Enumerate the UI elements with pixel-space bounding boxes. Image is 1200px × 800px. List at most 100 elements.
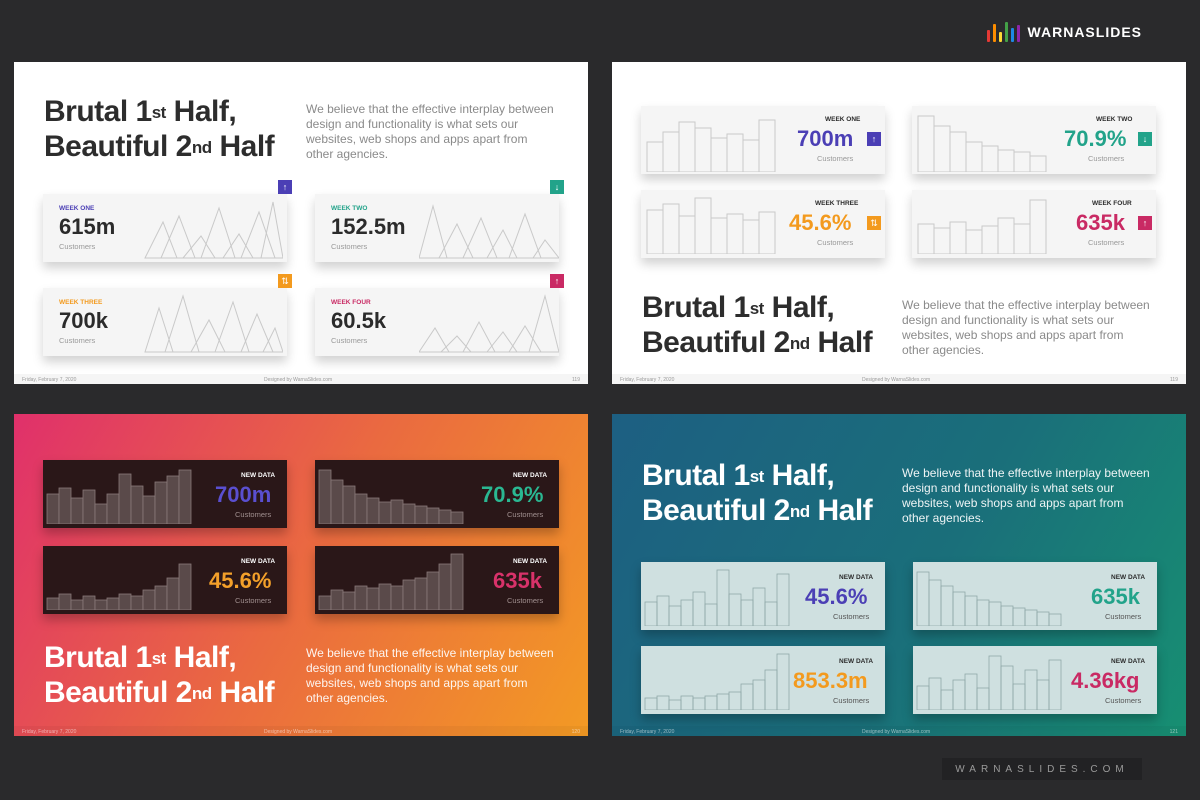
- arrow-down-icon[interactable]: ↓: [550, 180, 564, 194]
- card-value: 700k: [59, 308, 108, 333]
- card-label: NEW DATA: [1111, 658, 1146, 665]
- footer-credit: Designed by WarnaSlides.com: [862, 377, 931, 383]
- slide-2[interactable]: WEEK ONE 700m Customers ↑ WEEK TWO 70.9%…: [612, 62, 1186, 384]
- card-label: WEEK FOUR: [331, 299, 371, 306]
- bar-chart: [318, 553, 464, 610]
- card-sub: Customers: [59, 242, 96, 251]
- stat-card-new-data-1: NEW DATA 700m Customers: [43, 460, 287, 528]
- card-value: 45.6%: [805, 584, 868, 609]
- spike-chart: [419, 204, 559, 259]
- slide-title: Brutal 1st Half, Beautiful 2nd Half: [642, 291, 873, 359]
- brand-name: WARNASLIDES: [1027, 24, 1142, 40]
- card-value: 45.6%: [209, 568, 272, 593]
- slide-description: We believe that the effective interplay …: [902, 298, 1150, 357]
- card-value: 70.9%: [481, 482, 544, 507]
- slide-3[interactable]: NEW DATA 700m Customers NEW DATA 70.9% C…: [14, 414, 588, 736]
- card-value: 70.9%: [1064, 126, 1127, 151]
- slide-footer: [14, 374, 588, 384]
- card-value: 853.3m: [793, 668, 868, 693]
- card-label: NEW DATA: [839, 574, 874, 581]
- card-label: WEEK THREE: [815, 200, 859, 207]
- slide-footer: [612, 374, 1186, 384]
- card-sub: Customers: [1105, 696, 1142, 705]
- brand-bars-icon: [986, 22, 1020, 42]
- card-label: NEW DATA: [241, 472, 276, 479]
- stat-card-new-data-1: NEW DATA 45.6% Customers: [641, 562, 885, 630]
- card-value: 60.5k: [331, 308, 387, 333]
- card-label: NEW DATA: [1111, 574, 1146, 581]
- stat-card-week-three: WEEK THREE 700k Customers: [43, 288, 287, 356]
- bar-chart: [644, 569, 790, 626]
- bar-chart: [917, 199, 1047, 254]
- footer-credit: Designed by WarnaSlides.com: [264, 377, 333, 383]
- card-value: 700m: [797, 126, 854, 151]
- bar-chart: [646, 119, 776, 172]
- card-value: 45.6%: [789, 210, 852, 235]
- bar-chart: [916, 571, 1062, 626]
- page-number: 119: [572, 377, 580, 383]
- slide-description: We believe that the effective interplay …: [306, 102, 554, 161]
- arrow-up-icon[interactable]: ↑: [867, 132, 881, 146]
- card-value: 700m: [215, 482, 272, 507]
- card-label: NEW DATA: [513, 558, 548, 565]
- spike-chart: [144, 294, 283, 353]
- card-sub: Customers: [507, 510, 544, 519]
- bar-chart: [46, 563, 192, 610]
- card-value: 635k: [1091, 584, 1140, 609]
- stat-card-week-one: WEEK ONE 615m Customers: [43, 194, 287, 262]
- stat-card-new-data-2: NEW DATA 70.9% Customers: [315, 460, 559, 528]
- card-sub: Customers: [1088, 238, 1125, 247]
- card-label: WEEK TWO: [1096, 116, 1133, 123]
- page-number: 119: [1170, 377, 1178, 383]
- stat-card-week-one: WEEK ONE 700m Customers ↑: [641, 106, 885, 174]
- arrow-down-icon[interactable]: ↓: [1138, 132, 1152, 146]
- card-sub: Customers: [1088, 154, 1125, 163]
- card-sub: Customers: [833, 612, 870, 621]
- card-label: WEEK ONE: [825, 116, 861, 123]
- bar-chart: [916, 655, 1062, 710]
- bar-chart: [917, 115, 1047, 172]
- bar-chart: [644, 653, 790, 710]
- footer-date: Friday, February 7, 2020: [620, 729, 675, 735]
- arrow-up-icon[interactable]: ↑: [1138, 216, 1152, 230]
- slide-title: Brutal 1st Half, Beautiful 2nd Half: [44, 641, 275, 709]
- page-number: 121: [1169, 729, 1178, 735]
- card-sub: Customers: [817, 238, 854, 247]
- footer-date: Friday, February 7, 2020: [22, 729, 77, 735]
- stat-card-new-data-3: NEW DATA 853.3m Customers: [641, 646, 885, 714]
- card-sub: Customers: [507, 596, 544, 605]
- arrow-up-icon[interactable]: ↑: [278, 180, 292, 194]
- card-label: WEEK ONE: [59, 205, 95, 212]
- swap-icon[interactable]: ⇅: [867, 216, 881, 230]
- card-label: WEEK THREE: [59, 299, 103, 306]
- stat-card-new-data-4: NEW DATA 635k Customers: [315, 546, 559, 614]
- swap-icon[interactable]: ⇅: [278, 274, 292, 288]
- bar-chart: [46, 469, 192, 524]
- card-sub: Customers: [817, 154, 854, 163]
- slide-4[interactable]: Brutal 1st Half, Beautiful 2nd Half We b…: [612, 414, 1186, 736]
- stat-card-new-data-4: NEW DATA 4.36kg Customers: [913, 646, 1157, 714]
- bar-chart: [646, 197, 776, 254]
- slide-title: Brutal 1st Half, Beautiful 2nd Half: [44, 95, 275, 163]
- page-number: 120: [571, 729, 580, 735]
- spike-chart: [419, 294, 559, 353]
- arrow-up-icon[interactable]: ↑: [550, 274, 564, 288]
- stat-card-new-data-3: NEW DATA 45.6% Customers: [43, 546, 287, 614]
- stat-card-week-four: WEEK FOUR 635k Customers ↑: [912, 190, 1156, 258]
- card-sub: Customers: [235, 596, 272, 605]
- footer-date: Friday, February 7, 2020: [22, 377, 77, 383]
- slide-1[interactable]: Brutal 1st Half, Beautiful 2nd Half We b…: [14, 62, 588, 384]
- card-label: WEEK TWO: [331, 205, 368, 212]
- card-sub: Customers: [1105, 612, 1142, 621]
- slide-title: Brutal 1st Half, Beautiful 2nd Half: [642, 459, 873, 527]
- footer-credit: Designed by WarnaSlides.com: [264, 729, 333, 735]
- card-sub: Customers: [331, 336, 368, 345]
- stat-card-week-two: WEEK TWO 70.9% Customers ↓: [912, 106, 1156, 174]
- card-value: 615m: [59, 214, 116, 239]
- slide-description: We believe that the effective interplay …: [902, 466, 1150, 525]
- slide-description: We believe that the effective interplay …: [306, 646, 554, 705]
- stat-card-week-three: WEEK THREE 45.6% Customers ⇅: [641, 190, 885, 258]
- footer-date: Friday, February 7, 2020: [620, 377, 675, 383]
- bar-chart: [318, 469, 464, 524]
- footer-credit: Designed by WarnaSlides.com: [862, 729, 931, 735]
